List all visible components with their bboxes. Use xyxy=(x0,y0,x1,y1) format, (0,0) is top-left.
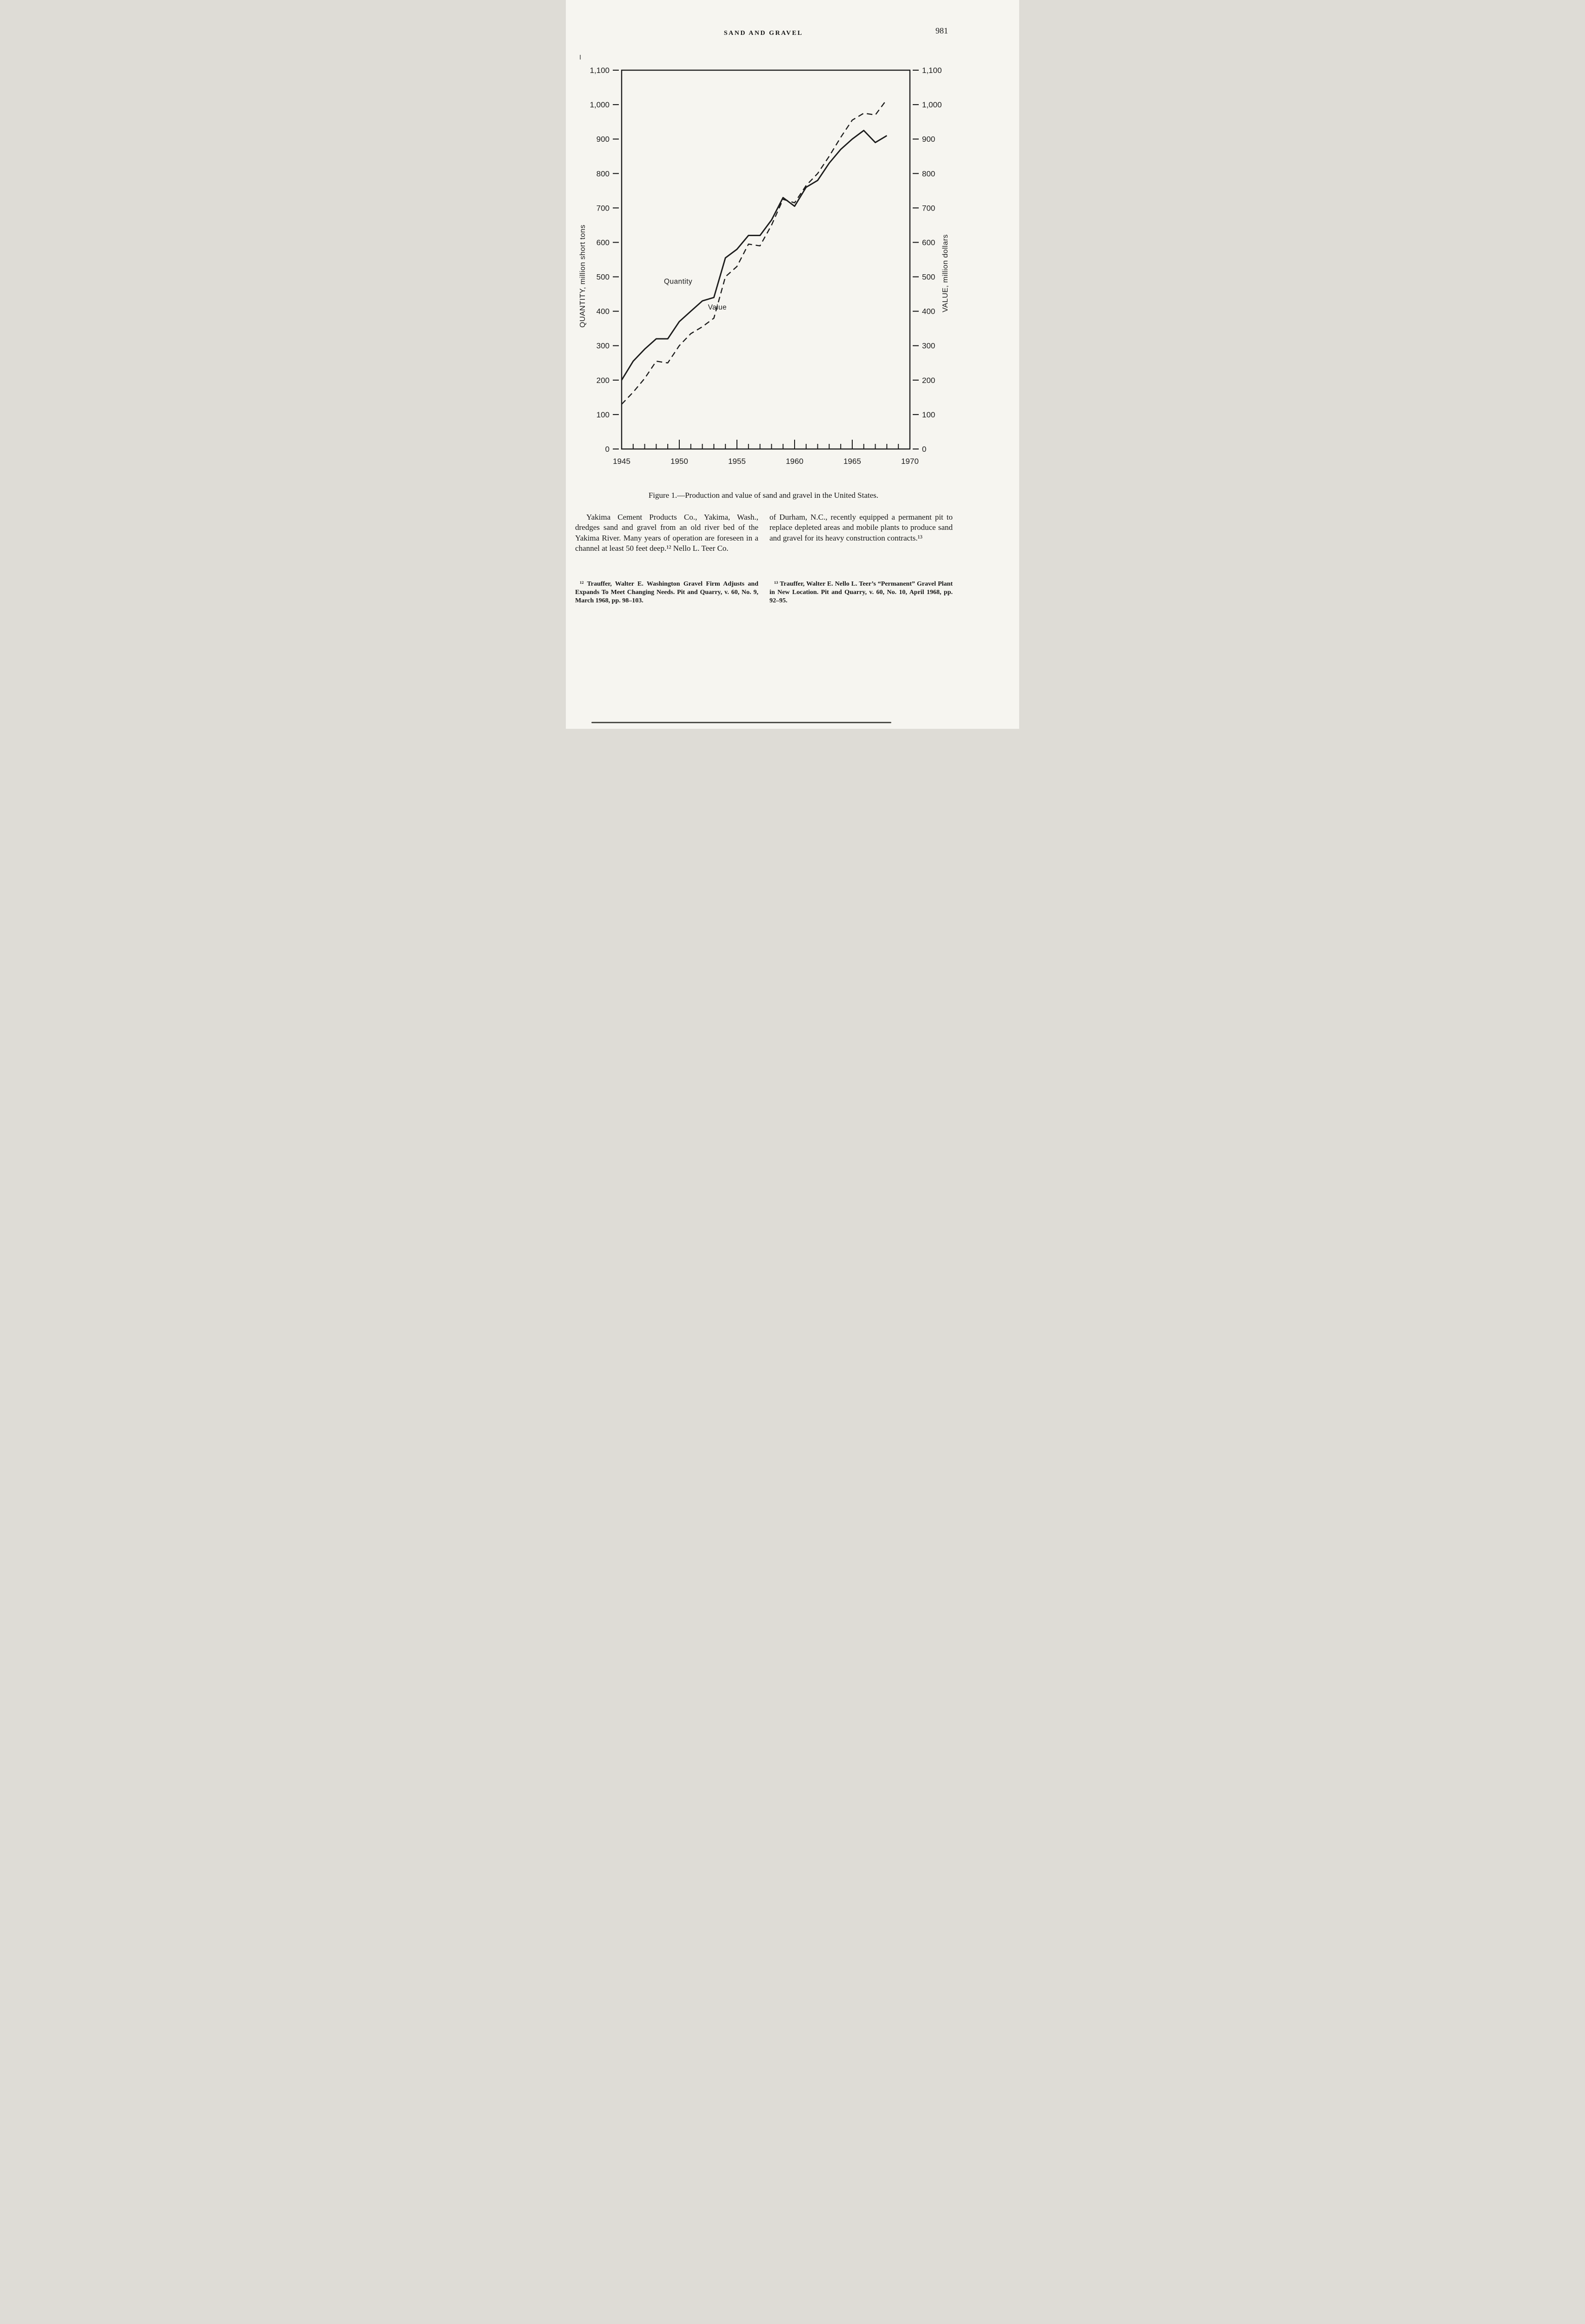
y-tick-label-right: 1,000 xyxy=(922,100,942,109)
y-tick-label-left: 0 xyxy=(605,445,610,454)
x-tick-label: 1955 xyxy=(728,457,746,466)
y-tick-label-right: 400 xyxy=(922,307,935,316)
left-axis-title: QUANTITY, million short tons xyxy=(579,224,587,328)
document-page: SAND AND GRAVEL 981 0 0 100 100 200 200 300 300… xyxy=(566,0,1019,729)
body-paragraph-left: Yakima Cement Products Co., Yakima, Wash… xyxy=(575,513,758,553)
y-tick-label-left: 900 xyxy=(597,135,610,144)
body-paragraph-right: of Durham, N.C., recently equipped a per… xyxy=(769,513,953,542)
y-tick-label-left: 1,100 xyxy=(590,66,610,75)
value-line xyxy=(621,99,888,405)
y-tick-label-right: 1,100 xyxy=(922,66,942,75)
footnote-13: ¹³ Trauffer, Walter E. Nello L. Teer’s “… xyxy=(769,581,953,604)
right-axis-title: VALUE, million dollars xyxy=(942,234,949,312)
y-tick-label-right: 600 xyxy=(922,238,935,247)
y-tick-label-right: 300 xyxy=(922,342,935,350)
scan-artifact-streak xyxy=(591,722,891,723)
y-tick-label-left: 300 xyxy=(597,342,610,350)
scan-artifact-mark xyxy=(580,55,581,59)
y-tick-label-left: 800 xyxy=(597,169,610,178)
y-tick-label-right: 800 xyxy=(922,169,935,178)
x-tick-label: 1950 xyxy=(670,457,688,466)
series-label-quantity: Quantity xyxy=(664,277,692,285)
y-tick-label-left: 500 xyxy=(597,273,610,282)
y-tick-label-left: 600 xyxy=(597,238,610,247)
x-tick-label: 1970 xyxy=(901,457,919,466)
quantity-line xyxy=(621,130,888,381)
plot-frame xyxy=(621,69,911,450)
x-tick-label: 1960 xyxy=(786,457,803,466)
x-tick-label: 1965 xyxy=(843,457,861,466)
y-tick-label-left: 700 xyxy=(597,204,610,212)
running-head: SAND AND GRAVEL xyxy=(723,30,803,37)
series-label-value: Value xyxy=(708,304,727,311)
y-tick-label-left: 400 xyxy=(597,307,610,316)
x-tick-label: 1945 xyxy=(613,457,630,466)
figure-line-chart: 0 0 100 100 200 200 300 300 400 400 500 500 600 600 70… xyxy=(579,66,949,466)
y-tick-label-right: 200 xyxy=(922,376,935,385)
y-tick-label-left: 1,000 xyxy=(590,100,610,109)
figure-caption: Figure 1.—Production and value of sand a… xyxy=(648,491,879,500)
footnote-12: ¹² Trauffer, Walter E. Washington Gravel… xyxy=(575,581,758,604)
y-tick-label-right: 900 xyxy=(922,135,935,144)
y-tick-label-right: 0 xyxy=(922,445,926,454)
y-tick-label-left: 100 xyxy=(597,410,610,419)
body-text-columns: Yakima Cement Products Co., Yakima, Wash… xyxy=(575,512,953,554)
y-tick-label-right: 500 xyxy=(922,273,935,282)
y-tick-label-right: 100 xyxy=(922,410,935,419)
page-number: 981 xyxy=(935,26,948,35)
y-tick-label-left: 200 xyxy=(597,376,610,385)
footnote-columns: ¹² Trauffer, Walter E. Washington Gravel… xyxy=(575,580,953,605)
y-tick-label-right: 700 xyxy=(922,204,935,212)
